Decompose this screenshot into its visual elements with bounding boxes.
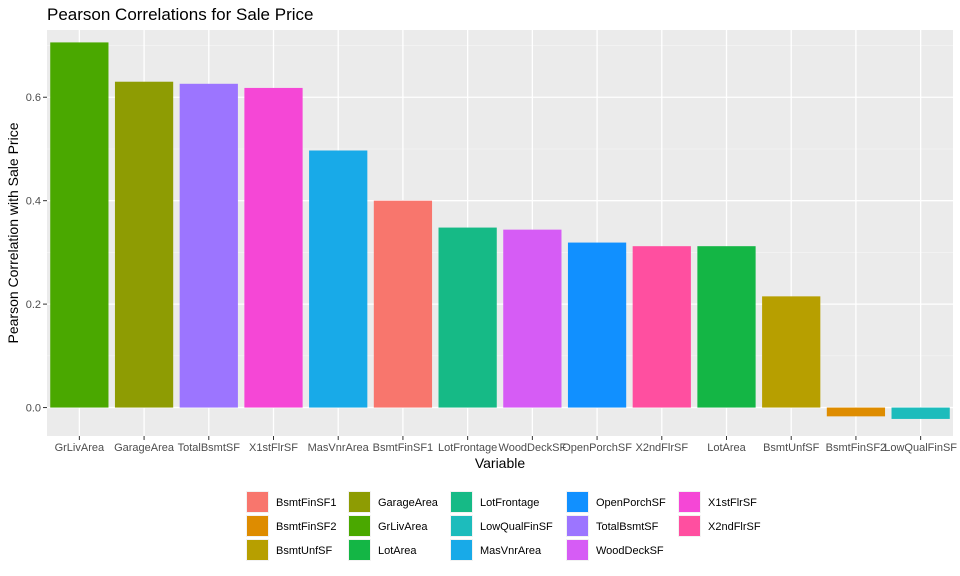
y-axis-ticks: 0.0 0.2 0.4 0.6 <box>26 92 47 415</box>
y-axis-title: Pearson Correlation with Sale Price <box>5 122 21 343</box>
legend-label: MasVnrArea <box>480 545 542 557</box>
bar-BsmtFinSF2 <box>826 407 886 417</box>
legend-label: OpenPorchSF <box>596 497 666 509</box>
legend-label: BsmtFinSF1 <box>276 497 337 509</box>
legend-label: X2ndFlrSF <box>708 521 761 533</box>
bar-GarageArea <box>114 81 174 408</box>
bar-LowQualFinSF <box>891 407 950 419</box>
legend-key-GrLivArea <box>349 516 370 536</box>
legend-label: TotalBsmtSF <box>596 521 659 533</box>
y-tick-label: 0.4 <box>26 196 41 208</box>
x-tick-label: X2ndFlrSF <box>635 442 688 454</box>
bar-BsmtUnfSF <box>762 296 821 408</box>
bar-LotFrontage <box>438 227 497 408</box>
legend-key-GarageArea <box>349 492 370 512</box>
bar-X1stFlrSF <box>244 87 303 408</box>
legend-key-WoodDeckSF <box>567 540 588 560</box>
y-tick-label: 0.2 <box>26 299 41 311</box>
legend-key-BsmtUnfSF <box>247 540 268 560</box>
x-tick-label: LotArea <box>707 442 746 454</box>
bar-LotArea <box>697 246 756 408</box>
x-axis-ticks: GrLivArea GarageArea TotalBsmtSF X1stFlrSF M… <box>55 436 957 454</box>
legend-label: BsmtUnfSF <box>276 545 333 557</box>
x-tick-label: LowQualFinSF <box>884 442 957 454</box>
legend-key-LotFrontage <box>451 492 472 512</box>
legend-label: WoodDeckSF <box>596 545 664 557</box>
legend-key-BsmtFinSF1 <box>247 492 268 512</box>
legend-label: BsmtFinSF2 <box>276 521 337 533</box>
x-tick-label: WoodDeckSF <box>499 442 567 454</box>
bar-X2ndFlrSF <box>632 246 691 408</box>
bar-MasVnrArea <box>309 150 368 408</box>
x-axis-title: Variable <box>475 455 526 471</box>
legend-key-BsmtFinSF2 <box>247 516 268 536</box>
bar-GrLivArea <box>50 42 109 408</box>
y-tick-label: 0.0 <box>26 403 41 415</box>
x-tick-label: BsmtFinSF2 <box>826 442 887 454</box>
legend-label: LowQualFinSF <box>480 521 553 533</box>
bar-BsmtFinSF1 <box>373 200 433 408</box>
legend-key-X1stFlrSF <box>679 492 700 512</box>
legend-key-X2ndFlrSF <box>679 516 700 536</box>
x-tick-label: BsmtUnfSF <box>763 442 820 454</box>
bar-OpenPorchSF <box>567 242 627 408</box>
legend-label: LotFrontage <box>480 497 539 509</box>
x-tick-label: TotalBsmtSF <box>178 442 241 454</box>
bar-TotalBsmtSF <box>179 83 238 408</box>
legend-key-MasVnrArea <box>451 540 472 560</box>
x-tick-label: BsmtFinSF1 <box>373 442 434 454</box>
bars <box>50 42 950 419</box>
legend-key-OpenPorchSF <box>567 492 588 512</box>
legend-label: GarageArea <box>378 497 439 509</box>
x-tick-label: X1stFlrSF <box>249 442 298 454</box>
bar-WoodDeckSF <box>503 229 562 408</box>
legend-key-LowQualFinSF <box>451 516 472 536</box>
legend-label: LotArea <box>378 545 417 557</box>
legend-label: GrLivArea <box>378 521 428 533</box>
y-tick-label: 0.6 <box>26 92 41 104</box>
x-tick-label: OpenPorchSF <box>562 442 632 454</box>
x-tick-label: GarageArea <box>114 442 175 454</box>
legend: BsmtFinSF1 BsmtFinSF2 BsmtUnfSF GarageArea G… <box>246 491 761 561</box>
x-tick-label: GrLivArea <box>55 442 105 454</box>
chart-title: Pearson Correlations for Sale Price <box>47 5 313 24</box>
legend-key-LotArea <box>349 540 370 560</box>
x-tick-label: LotFrontage <box>438 442 497 454</box>
legend-label: X1stFlrSF <box>708 497 757 509</box>
legend-key-TotalBsmtSF <box>567 516 588 536</box>
x-tick-label: MasVnrArea <box>308 442 370 454</box>
